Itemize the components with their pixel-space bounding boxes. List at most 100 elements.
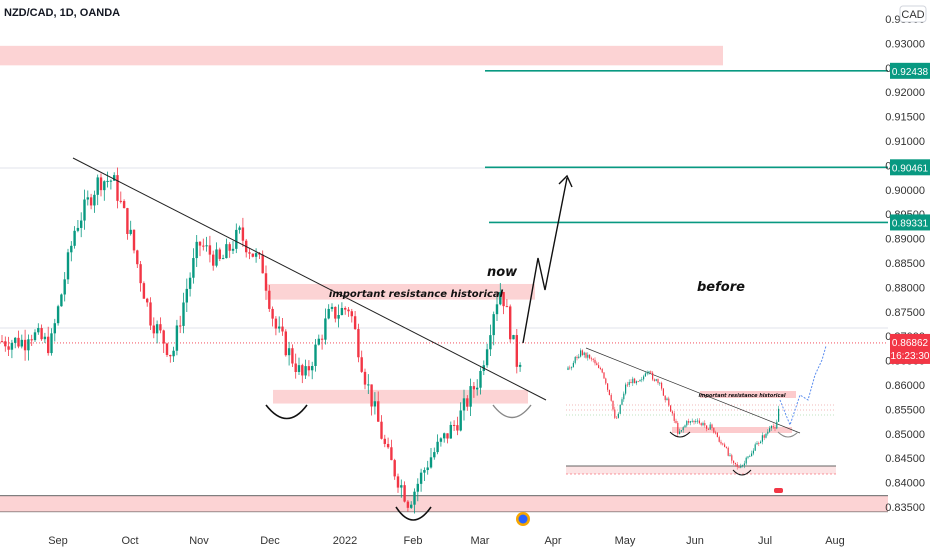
inset-candle bbox=[605, 377, 607, 385]
inset-candle bbox=[616, 415, 618, 419]
y-tick-label: 0.84000 bbox=[885, 478, 925, 490]
candle bbox=[353, 310, 357, 331]
currency-badge-label[interactable]: CAD bbox=[901, 9, 924, 21]
y-tick-label: 0.88500 bbox=[885, 258, 925, 270]
inset-candle bbox=[576, 355, 578, 361]
currency-badge[interactable]: CAD bbox=[899, 5, 927, 23]
inset-candle bbox=[754, 442, 756, 452]
candle bbox=[479, 367, 482, 395]
inset-candle bbox=[765, 433, 767, 439]
inset-candle bbox=[607, 383, 609, 392]
inset-candle bbox=[594, 357, 596, 366]
inset-candle bbox=[763, 434, 765, 441]
annotation-label: important resistance historical bbox=[329, 289, 504, 300]
candle bbox=[512, 334, 515, 340]
inset-candle bbox=[761, 432, 763, 445]
inset-candle bbox=[569, 365, 571, 370]
inset-candle bbox=[742, 464, 744, 468]
inset-candle bbox=[733, 460, 735, 466]
inset-candle bbox=[695, 418, 697, 424]
inset-candle bbox=[751, 450, 753, 457]
x-tick-label: Oct bbox=[121, 535, 138, 547]
inset-candle bbox=[727, 446, 729, 457]
inset-candle bbox=[648, 370, 650, 375]
candle bbox=[23, 329, 27, 361]
candle bbox=[304, 359, 307, 380]
resistance-support-zone bbox=[267, 283, 535, 300]
svg-text:0.90461: 0.90461 bbox=[892, 163, 929, 174]
inset-candle bbox=[671, 410, 673, 416]
x-tick-label: May bbox=[615, 535, 636, 547]
inset-candle bbox=[745, 456, 747, 466]
inset-candle bbox=[756, 440, 758, 445]
inset-before-chart: important resistance historical bbox=[566, 345, 836, 493]
candle bbox=[254, 248, 258, 263]
candle bbox=[50, 328, 53, 356]
candle bbox=[502, 291, 505, 315]
candle bbox=[66, 248, 70, 285]
inset-candle bbox=[617, 412, 619, 419]
inset-projection bbox=[779, 345, 827, 427]
inset-candle bbox=[590, 356, 592, 362]
inset-candle bbox=[601, 367, 603, 374]
inset-candle bbox=[680, 430, 682, 433]
candle bbox=[485, 343, 489, 368]
inset-candle bbox=[578, 353, 580, 359]
inset-candle bbox=[643, 374, 645, 382]
head-arc bbox=[395, 506, 432, 521]
candle bbox=[291, 344, 294, 367]
right-shoulder-arc bbox=[492, 404, 532, 419]
level-price-badge: 0.92438 bbox=[890, 62, 930, 79]
inset-candle bbox=[718, 435, 720, 443]
candle bbox=[73, 226, 76, 249]
candle bbox=[4, 336, 7, 352]
resistance-support-zone bbox=[0, 495, 888, 512]
candle bbox=[14, 337, 17, 349]
candle bbox=[126, 207, 129, 240]
inset-candle bbox=[657, 378, 659, 385]
x-tick-label: Mar bbox=[471, 535, 490, 547]
inset-candle bbox=[691, 418, 693, 423]
inset-candle bbox=[650, 370, 652, 374]
inset-candle bbox=[709, 422, 711, 430]
price-badges: 0.92438 0.90461 0.89331 0.86862 16:23:30 bbox=[890, 62, 930, 364]
candle bbox=[317, 334, 320, 346]
inset-candle bbox=[653, 378, 655, 382]
inset-candle bbox=[596, 361, 598, 366]
inset-candle bbox=[767, 429, 769, 436]
inset-candle bbox=[682, 426, 684, 433]
inset-candle bbox=[625, 382, 627, 396]
inset-candle bbox=[736, 461, 738, 470]
candle bbox=[96, 174, 99, 206]
candle bbox=[314, 338, 317, 372]
y-tick-label: 0.83500 bbox=[885, 502, 925, 514]
candle bbox=[155, 320, 159, 344]
inset-candle bbox=[686, 420, 688, 428]
candle bbox=[212, 250, 215, 271]
inset-candle bbox=[634, 377, 636, 384]
price-axis: 0.935000.930000.925000.920000.915000.910… bbox=[885, 14, 925, 514]
candle bbox=[268, 284, 271, 312]
candle bbox=[476, 379, 479, 396]
inset-candle bbox=[572, 360, 574, 368]
candle bbox=[347, 306, 350, 317]
event-icon[interactable] bbox=[516, 512, 530, 526]
candle bbox=[182, 292, 185, 334]
inset-arc bbox=[777, 431, 799, 438]
inset-candle bbox=[574, 356, 576, 365]
inset-candle bbox=[776, 419, 778, 430]
projection-arrow-head bbox=[558, 174, 573, 188]
candle bbox=[37, 323, 40, 335]
level-lines bbox=[0, 70, 888, 344]
inset-candle bbox=[693, 420, 695, 425]
inset-candle bbox=[585, 352, 587, 359]
inset-candle bbox=[760, 440, 762, 444]
candle bbox=[429, 448, 433, 469]
left-shoulder-arc bbox=[265, 404, 308, 420]
inset-candle bbox=[623, 391, 625, 402]
candle bbox=[370, 384, 373, 416]
candle bbox=[53, 318, 56, 342]
inset-zone bbox=[566, 466, 836, 474]
candle bbox=[202, 238, 205, 251]
